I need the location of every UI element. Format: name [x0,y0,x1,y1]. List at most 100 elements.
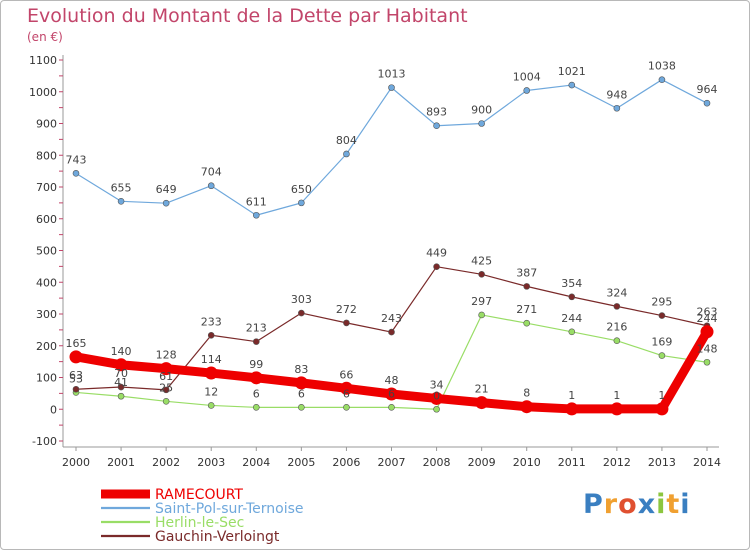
data-point [159,362,173,376]
data-point [252,404,260,411]
logo-letter: i [680,489,691,520]
data-point [565,402,579,416]
data-point [433,263,440,270]
x-tick-label: 2010 [513,456,541,469]
data-label: 213 [246,322,267,335]
x-tick-label: 2009 [468,456,496,469]
x-tick-label: 2011 [558,456,586,469]
data-label: 243 [381,312,402,325]
x-tick-label: 2008 [423,456,451,469]
legend: RAMECOURTSaint-Pol-sur-TernoiseHerlin-le… [101,487,304,545]
data-point [523,319,531,327]
logo-letter: i [656,489,667,520]
x-tick-label: 2003 [197,456,225,469]
data-label: 244 [561,312,582,325]
data-point [658,312,666,319]
data-point [72,170,80,177]
data-label: 6 [253,387,260,400]
x-tick-label: 2001 [107,456,135,469]
x-tick-label: 2007 [378,456,406,469]
proxiti-logo: Proxiti [583,489,691,520]
data-label: 216 [606,321,627,334]
data-point [207,402,215,409]
x-tick-label: 2004 [242,456,270,469]
y-tick-label: 0 [50,403,57,416]
data-label: 650 [291,183,312,196]
data-point [298,309,305,317]
data-label: 303 [291,293,312,306]
data-label: 48 [385,374,399,387]
data-point [343,319,350,327]
data-label: 63 [69,369,83,382]
data-point [252,338,260,345]
y-tick-label: 500 [36,245,57,258]
data-label: 1 [568,389,575,402]
logo-letter: o [618,489,638,520]
data-point [523,87,531,94]
x-tick-label: 2006 [332,456,360,469]
data-point [339,381,353,395]
data-label: 655 [111,181,132,194]
data-label: 128 [156,349,177,362]
data-point [298,404,305,411]
data-label: 140 [111,345,132,358]
data-label: 148 [697,342,718,355]
data-point [520,400,534,414]
data-point [433,122,440,130]
data-point [433,405,440,413]
data-label: 387 [516,266,537,279]
data-label: 61 [159,370,173,383]
data-point [385,387,398,401]
data-point [343,150,350,158]
data-label: 295 [651,296,672,309]
x-tick-label: 2000 [62,456,90,469]
data-label: 34 [430,378,444,391]
data-label: 21 [475,383,489,396]
data-label: 6 [343,387,350,400]
data-point [388,328,395,336]
y-tick-label: -100 [32,435,57,448]
data-point [204,366,218,380]
data-label: 99 [249,358,263,371]
y-tick-label: 1000 [29,86,57,99]
data-point [703,358,711,366]
series-0 [69,325,714,416]
x-tick-label: 2012 [603,456,631,469]
data-label: 271 [516,303,537,316]
data-label: 41 [114,376,128,389]
series-3 [72,263,711,394]
data-label: 169 [651,336,672,349]
x-tick-label: 2002 [152,456,180,469]
data-point [114,358,128,372]
data-point [117,383,125,391]
legend-label: Saint-Pol-sur-Ternoise [155,501,304,517]
data-label: 449 [426,247,447,260]
data-label: 0 [433,389,440,402]
data-point [388,404,395,411]
data-point [162,398,170,405]
data-point [430,391,444,405]
data-point [478,271,485,278]
data-label: 70 [114,367,128,380]
y-tick-label: 300 [36,308,57,321]
data-point [568,81,576,89]
y-tick-label: 400 [36,276,57,289]
series-1 [72,76,711,219]
data-point [613,303,621,310]
data-label: 114 [201,353,222,366]
data-label: 165 [66,337,87,350]
x-tick-label: 2005 [287,456,315,469]
logo-letter: t [666,489,681,520]
data-label: 1 [658,389,665,402]
data-point [703,99,711,107]
data-label: 263 [697,306,718,319]
data-point [655,402,669,416]
data-point [475,396,489,410]
data-label: 704 [201,166,222,179]
data-point [207,331,215,339]
data-point [568,293,576,301]
data-point [613,104,621,112]
data-label: 83 [294,363,308,376]
y-tick-label: 1100 [29,54,57,67]
